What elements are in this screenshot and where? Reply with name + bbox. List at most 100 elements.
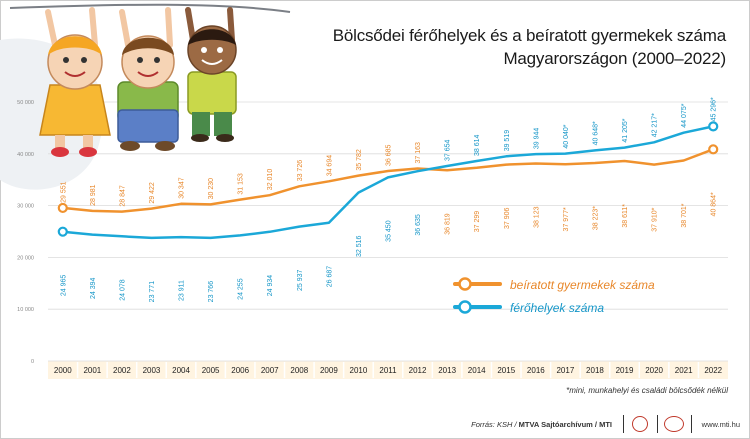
x-tick-label: 2004 [172,366,190,375]
data-label: 32 516 [356,236,363,258]
data-label: 29 422 [149,182,156,204]
data-label: 31 153 [238,173,245,195]
source-credit: Forrás: KSH / MTVA Sajtóarchívum / MTI [471,420,612,429]
data-label: 38 223* [593,206,600,230]
data-label: 41 205* [622,118,629,142]
data-label: 26 687 [326,266,333,288]
x-tick-label: 2022 [704,366,722,375]
data-label: 24 934 [267,275,274,297]
series-points [57,121,719,237]
data-label: 45 296* [711,97,718,121]
mti-logo-icon [632,416,648,432]
data-label: 30 347 [179,177,186,199]
child-boy-green [185,7,237,142]
data-label: 38 701* [681,203,688,227]
x-tick-label: 2001 [83,366,101,375]
data-label: 34 694 [326,155,333,177]
legend-item-enrolled: beíratott gyermekek száma [453,277,655,292]
site-url: www.mti.hu [701,420,740,429]
footer: Forrás: KSH / MTVA Sajtóarchívum / MTI w… [0,412,750,439]
data-point [57,202,68,214]
source-bold: MTVA Sajtóarchívum / MTI [518,420,612,429]
child-girl [39,7,111,157]
data-label: 23 911 [179,280,186,301]
separator [622,415,624,433]
data-label: 40 864* [711,192,718,216]
footnote: *mini, munkahelyi és családi bölcsődék n… [566,386,728,395]
data-point [708,121,719,132]
data-label: 42 217* [652,113,659,137]
data-label: 33 726 [297,160,304,182]
data-label: 29 551 [60,181,67,203]
data-label: 38 611* [622,204,629,228]
data-label: 28 981 [90,184,97,206]
x-tick-label: 2006 [231,366,249,375]
data-label: 25 937 [297,270,304,292]
data-label: 24 078 [119,279,126,301]
data-label: 37 299 [474,211,481,233]
data-label: 38 614 [474,134,481,156]
y-tick-label: 40 000 [17,152,34,158]
data-label: 36 635 [415,214,422,236]
data-label: 40 648* [593,121,600,145]
legend-label-enrolled: beíratott gyermekek száma [510,278,655,292]
data-label: 32 010 [267,169,274,191]
data-label: 24 394 [90,278,97,300]
data-label: 24 965 [60,275,67,297]
x-axis-band [48,361,728,379]
x-tick-label: 2011 [379,366,397,375]
data-label: 23 771 [149,281,156,303]
data-label: 37 977* [563,207,570,231]
separator [656,415,658,433]
data-label: 30 230 [208,178,215,200]
y-tick-label: 10 000 [17,307,34,313]
y-tick-label: 50 000 [17,100,34,106]
data-label: 36 685 [386,144,393,166]
data-label: 35 450 [386,220,393,242]
y-axis: 0 10 000 20 000 30 000 40 000 50 000 [17,100,34,365]
data-label: 35 782 [356,149,363,171]
x-tick-label: 2019 [616,366,634,375]
x-tick-label: 2018 [586,366,604,375]
legend-label-capacity: férőhelyek száma [510,301,604,315]
x-tick-label: 2007 [261,366,279,375]
x-tick-label: 2013 [438,366,456,375]
data-label: 44 075* [681,103,688,127]
x-tick-label: 2014 [468,366,486,375]
x-tick-label: 2012 [409,366,427,375]
y-tick-label: 20 000 [17,255,34,261]
data-label: 38 123 [533,206,540,228]
x-tick-label: 2000 [54,366,72,375]
mtva-logo-icon [664,416,684,432]
data-label: 39 944 [533,128,540,150]
child-boy-blue [117,7,179,151]
data-label: 24 255 [238,278,245,300]
y-tick-label: 0 [31,359,34,365]
x-tick-label: 2002 [113,366,131,375]
series-line-capacity [62,125,714,240]
data-point [57,226,68,237]
data-label: 36 819 [445,213,452,235]
data-label: 40 040* [563,124,570,148]
chart-title-line1: Bölcsődei férőhelyek és a beíratott gyer… [332,26,726,45]
legend-item-capacity: férőhelyek száma [453,300,604,315]
series-line-enrolled [62,148,714,213]
data-label: 37 910* [652,207,659,231]
data-label: 39 519 [504,130,511,152]
data-labels: 29 551 28 981 28 847 29 422 30 347 30 230 31 1… [60,97,717,302]
data-label: 37 163 [415,142,422,164]
data-point [708,144,719,155]
x-tick-label: 2020 [645,366,663,375]
series-lines [62,125,714,240]
children-illustration [9,3,291,157]
x-tick-label: 2010 [350,366,368,375]
legend: beíratott gyermekek száma férőhelyek szá… [453,277,655,315]
chart-title-line2: Magyarországon (2000–2022) [503,49,726,68]
x-tick-label: 2003 [143,366,161,375]
x-tick-label: 2017 [556,366,574,375]
x-tick-label: 2015 [497,366,515,375]
data-label: 37 906 [504,208,511,230]
separator [690,415,692,433]
y-tick-label: 30 000 [17,204,34,210]
